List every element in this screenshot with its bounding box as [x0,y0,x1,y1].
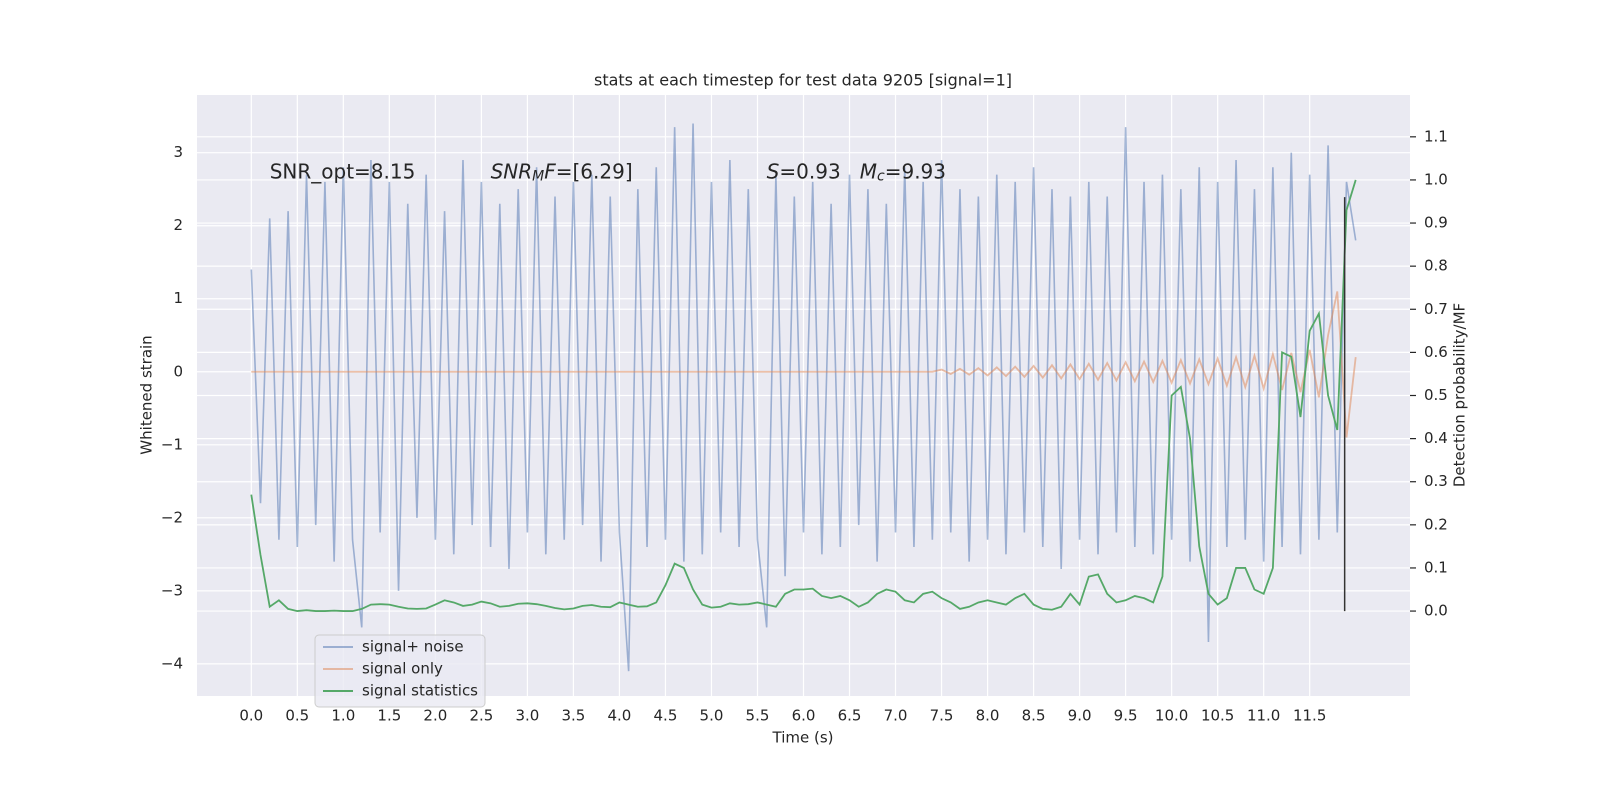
x-tick-label: 1.5 [377,707,401,725]
legend-label: signal only [362,660,443,678]
y-tick-label: −4 [161,654,183,672]
annotation-part: S [767,159,780,183]
y-tick-label: −3 [161,581,183,599]
y-axis-label: Whitened strain [138,335,156,454]
x-tick-label: 9.0 [1068,707,1092,725]
legend-box [314,634,486,708]
y2-tick-label: 0.7 [1424,300,1448,318]
y-tick-label: −1 [161,435,183,453]
x-tick-label: 5.5 [746,707,770,725]
annotation: SNRMF=[6.29] [491,159,633,185]
y-tick-label: −2 [161,508,183,526]
series-line [250,179,1357,612]
x-tick-label: 1.0 [331,707,355,725]
y-tick-label: 2 [173,216,183,234]
series-line [250,123,1357,672]
x-tick-label: 7.0 [884,707,908,725]
x-tick-label: 2.5 [469,707,493,725]
y-tick-label: 0 [173,362,183,380]
annotation-part: =0.93 [779,159,859,183]
y2-tick-label: 1.0 [1424,170,1448,188]
annotation-part: SNR [491,159,533,183]
y2-tick-label: 0.2 [1424,515,1448,533]
y2-tick-label: 0.5 [1424,386,1448,404]
y2-tick-label: 1.1 [1424,127,1448,145]
annotation-part: c [877,169,885,185]
x-tick-label: 0.0 [239,707,263,725]
y2-tick-label: 0.4 [1424,429,1448,447]
x-tick-label: 6.5 [838,707,862,725]
x-tick-label: 10.5 [1201,707,1234,725]
x-tick-label: 4.5 [654,707,678,725]
legend-label: signal+ noise [362,638,464,656]
annotation-part: M [860,159,877,183]
y2-tick-label: 0.6 [1424,343,1448,361]
x-tick-label: 4.0 [608,707,632,725]
x-tick-label: 10.0 [1155,707,1188,725]
series-line [251,291,1357,438]
x-tick-label: 9.5 [1114,707,1138,725]
y2-tick-label: 0.3 [1424,472,1448,490]
x-tick-label: 3.5 [561,707,585,725]
annotation-part: =9.93 [885,159,946,183]
annotation-part: SNR_opt=8.15 [270,159,416,183]
chart-title: stats at each timestep for test data 920… [594,71,1012,90]
annotation-part: M [532,169,544,185]
x-tick-label: 8.0 [976,707,1000,725]
x-tick-label: 8.5 [1022,707,1046,725]
annotation-part: =[6.29] [556,159,633,183]
annotation-part: F [544,159,556,183]
x-tick-label: 6.0 [792,707,816,725]
y2-tick-label: 0.9 [1424,214,1448,232]
x-tick-label: 2.0 [423,707,447,725]
x-tick-label: 7.5 [930,707,954,725]
legend-label: signal statistics [362,682,478,700]
annotation: SNR_opt=8.15 [270,159,416,183]
x-tick-label: 11.5 [1293,707,1326,725]
y2-axis-label: Detection probability/MF [1451,303,1469,487]
x-tick-label: 0.5 [285,707,309,725]
y2-tick-label: 0.0 [1424,602,1448,620]
annotation: S=0.93 Mc=9.93 [767,159,946,185]
y-tick-label: 3 [173,143,183,161]
x-tick-label: 5.0 [700,707,724,725]
y-tick-label: 1 [173,289,183,307]
y2-tick-label: 0.8 [1424,257,1448,275]
y2-tick-label: 0.1 [1424,558,1448,576]
x-tick-label: 3.0 [515,707,539,725]
x-axis-label: Time (s) [772,729,834,747]
x-tick-label: 11.0 [1247,707,1280,725]
